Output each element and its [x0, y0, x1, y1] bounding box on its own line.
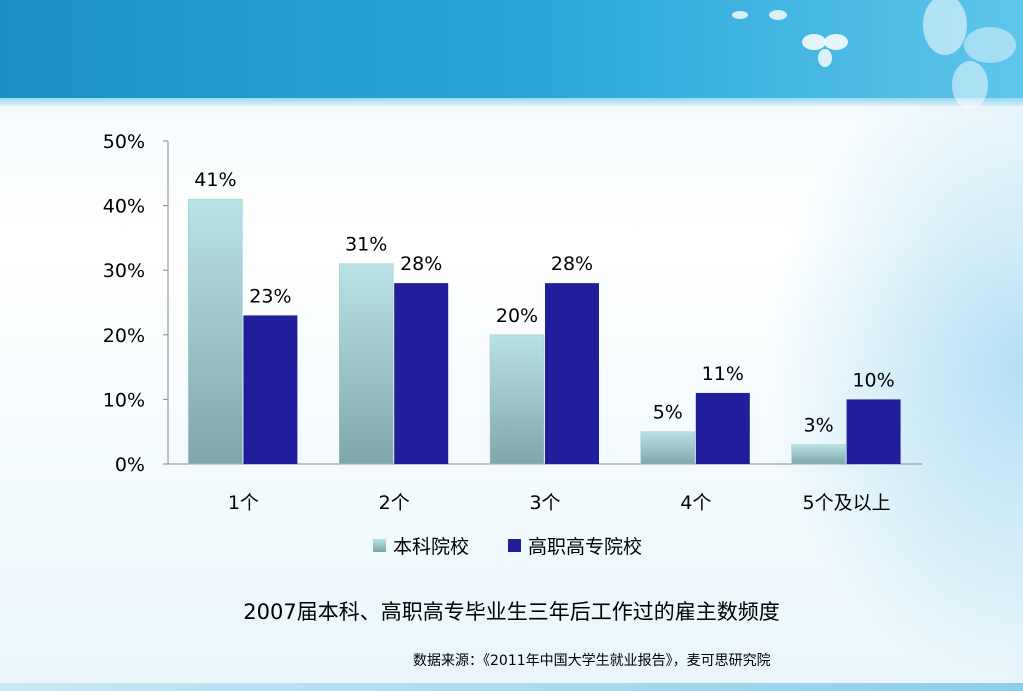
x-tick-label: 2个 [379, 492, 410, 514]
data-label: 28% [400, 253, 442, 275]
x-tick-label: 5个及以上 [803, 492, 891, 514]
bar-chart: 0% 10% 20% 30% 40% 50% 1个 41% 23% 2个 31% 28% 3个 20% 2… [103, 131, 922, 558]
bar-benke [338, 263, 394, 465]
header-stripe [0, 98, 1023, 106]
bar-benke [640, 431, 696, 465]
chart-title: 2007届本科、高职高专毕业生三年后工作过的雇主数频度 [243, 600, 780, 624]
header-banner [0, 0, 1023, 100]
bar-gaozhi [394, 283, 449, 464]
bar-gaozhi [695, 392, 750, 464]
background-glow [763, 100, 1023, 691]
bar-gaozhi [545, 283, 599, 464]
data-label: 23% [249, 285, 291, 307]
y-tick-label: 20% [103, 325, 145, 347]
bar-benke [791, 444, 846, 465]
data-label: 28% [551, 253, 593, 275]
footer-band [0, 683, 1023, 691]
data-label: 5% [653, 402, 683, 424]
y-tick-label: 10% [103, 389, 145, 411]
y-tick-label: 50% [103, 131, 145, 153]
bar-benke [188, 198, 243, 465]
data-source-note: 数据来源：《2011年中国大学生就业报告》，麦可思研究院 [413, 653, 771, 669]
data-label: 3% [804, 415, 834, 437]
data-label: 10% [852, 369, 894, 391]
legend-swatch-gaozhi [508, 539, 521, 552]
data-label: 31% [345, 234, 387, 256]
bar-benke [489, 334, 545, 465]
y-tick-label: 30% [103, 260, 145, 282]
y-tick-label: 0% [115, 454, 145, 476]
y-tick-label: 40% [103, 196, 145, 218]
legend-label: 本科院校 [393, 536, 469, 558]
x-tick-label: 3个 [529, 492, 560, 514]
legend-swatch-benke [373, 539, 386, 552]
data-label: 20% [496, 305, 538, 327]
bar-gaozhi [243, 315, 298, 464]
legend-label: 高职高专院校 [528, 536, 642, 558]
x-tick-label: 4个 [680, 492, 711, 514]
data-label: 11% [702, 363, 744, 385]
decorative-butterfly-icon [802, 34, 848, 67]
decorative-sparkle-icon [732, 10, 787, 20]
x-tick-label: 1个 [228, 492, 259, 514]
decorative-flower-icon [923, 0, 1016, 109]
data-label: 41% [194, 169, 236, 191]
bar-gaozhi [846, 399, 901, 464]
